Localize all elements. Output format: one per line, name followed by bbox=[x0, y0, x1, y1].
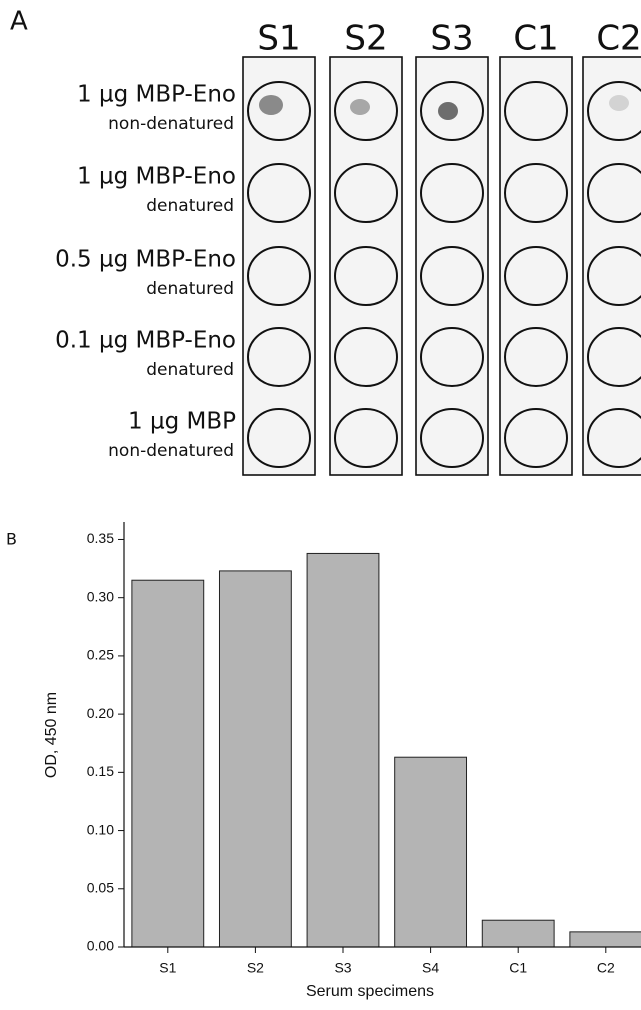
x-tick-label: S2 bbox=[247, 960, 264, 976]
row-sublabel: denatured bbox=[146, 279, 234, 299]
row-label: 1 µg MBP-Eno bbox=[77, 82, 236, 108]
figure: A B Serum specimens OD, 450 nm S1 S2 S3 C1 C… bbox=[0, 0, 641, 1010]
y-tick-label: 0.10 bbox=[87, 821, 114, 837]
row-sublabel: denatured bbox=[146, 196, 234, 216]
row-sublabel: non-denatured bbox=[108, 441, 234, 461]
dot-spot bbox=[438, 102, 458, 120]
membrane-strip bbox=[330, 57, 402, 475]
dot-spot bbox=[259, 95, 283, 115]
bar bbox=[132, 580, 204, 947]
y-tick-label: 0.25 bbox=[87, 647, 114, 663]
row-sublabel: denatured bbox=[146, 360, 234, 380]
y-tick-label: 0.05 bbox=[87, 879, 114, 895]
dot-spot bbox=[350, 99, 370, 115]
row-label: 1 µg MBP-Eno bbox=[77, 164, 236, 190]
y-tick-label: 0.35 bbox=[87, 530, 114, 546]
row-label: 0.1 µg MBP-Eno bbox=[55, 328, 236, 354]
x-axis-label: Serum specimens bbox=[306, 983, 434, 1000]
x-tick-label: C1 bbox=[509, 960, 527, 976]
x-tick-label: S4 bbox=[422, 960, 439, 976]
y-axis-label: OD, 450 nm bbox=[43, 692, 60, 778]
bar bbox=[307, 553, 379, 947]
x-tick-label: S3 bbox=[334, 960, 351, 976]
column-label: S3 bbox=[430, 19, 473, 59]
bar bbox=[570, 932, 641, 947]
membrane-strip bbox=[243, 57, 315, 475]
bar bbox=[395, 757, 467, 947]
y-tick-label: 0.15 bbox=[87, 763, 114, 779]
y-tick-label: 0.20 bbox=[87, 705, 114, 721]
column-label: C2 bbox=[596, 19, 641, 59]
row-label: 1 µg MBP bbox=[128, 409, 236, 435]
membrane-strip bbox=[416, 57, 488, 475]
column-label: S1 bbox=[257, 19, 300, 59]
x-tick-label: C2 bbox=[597, 960, 615, 976]
membrane-strip bbox=[500, 57, 572, 475]
column-label: S2 bbox=[344, 19, 387, 59]
column-label: C1 bbox=[513, 19, 558, 59]
y-tick-label: 0.30 bbox=[87, 588, 114, 604]
bar bbox=[219, 571, 291, 947]
panel-label: A bbox=[10, 7, 28, 37]
x-tick-label: S1 bbox=[159, 960, 176, 976]
y-tick-label: 0.00 bbox=[87, 938, 114, 954]
panel-label: B bbox=[6, 530, 17, 549]
bar bbox=[482, 920, 554, 947]
row-sublabel: non-denatured bbox=[108, 114, 234, 134]
row-label: 0.5 µg MBP-Eno bbox=[55, 247, 236, 273]
dot-spot bbox=[609, 95, 629, 111]
